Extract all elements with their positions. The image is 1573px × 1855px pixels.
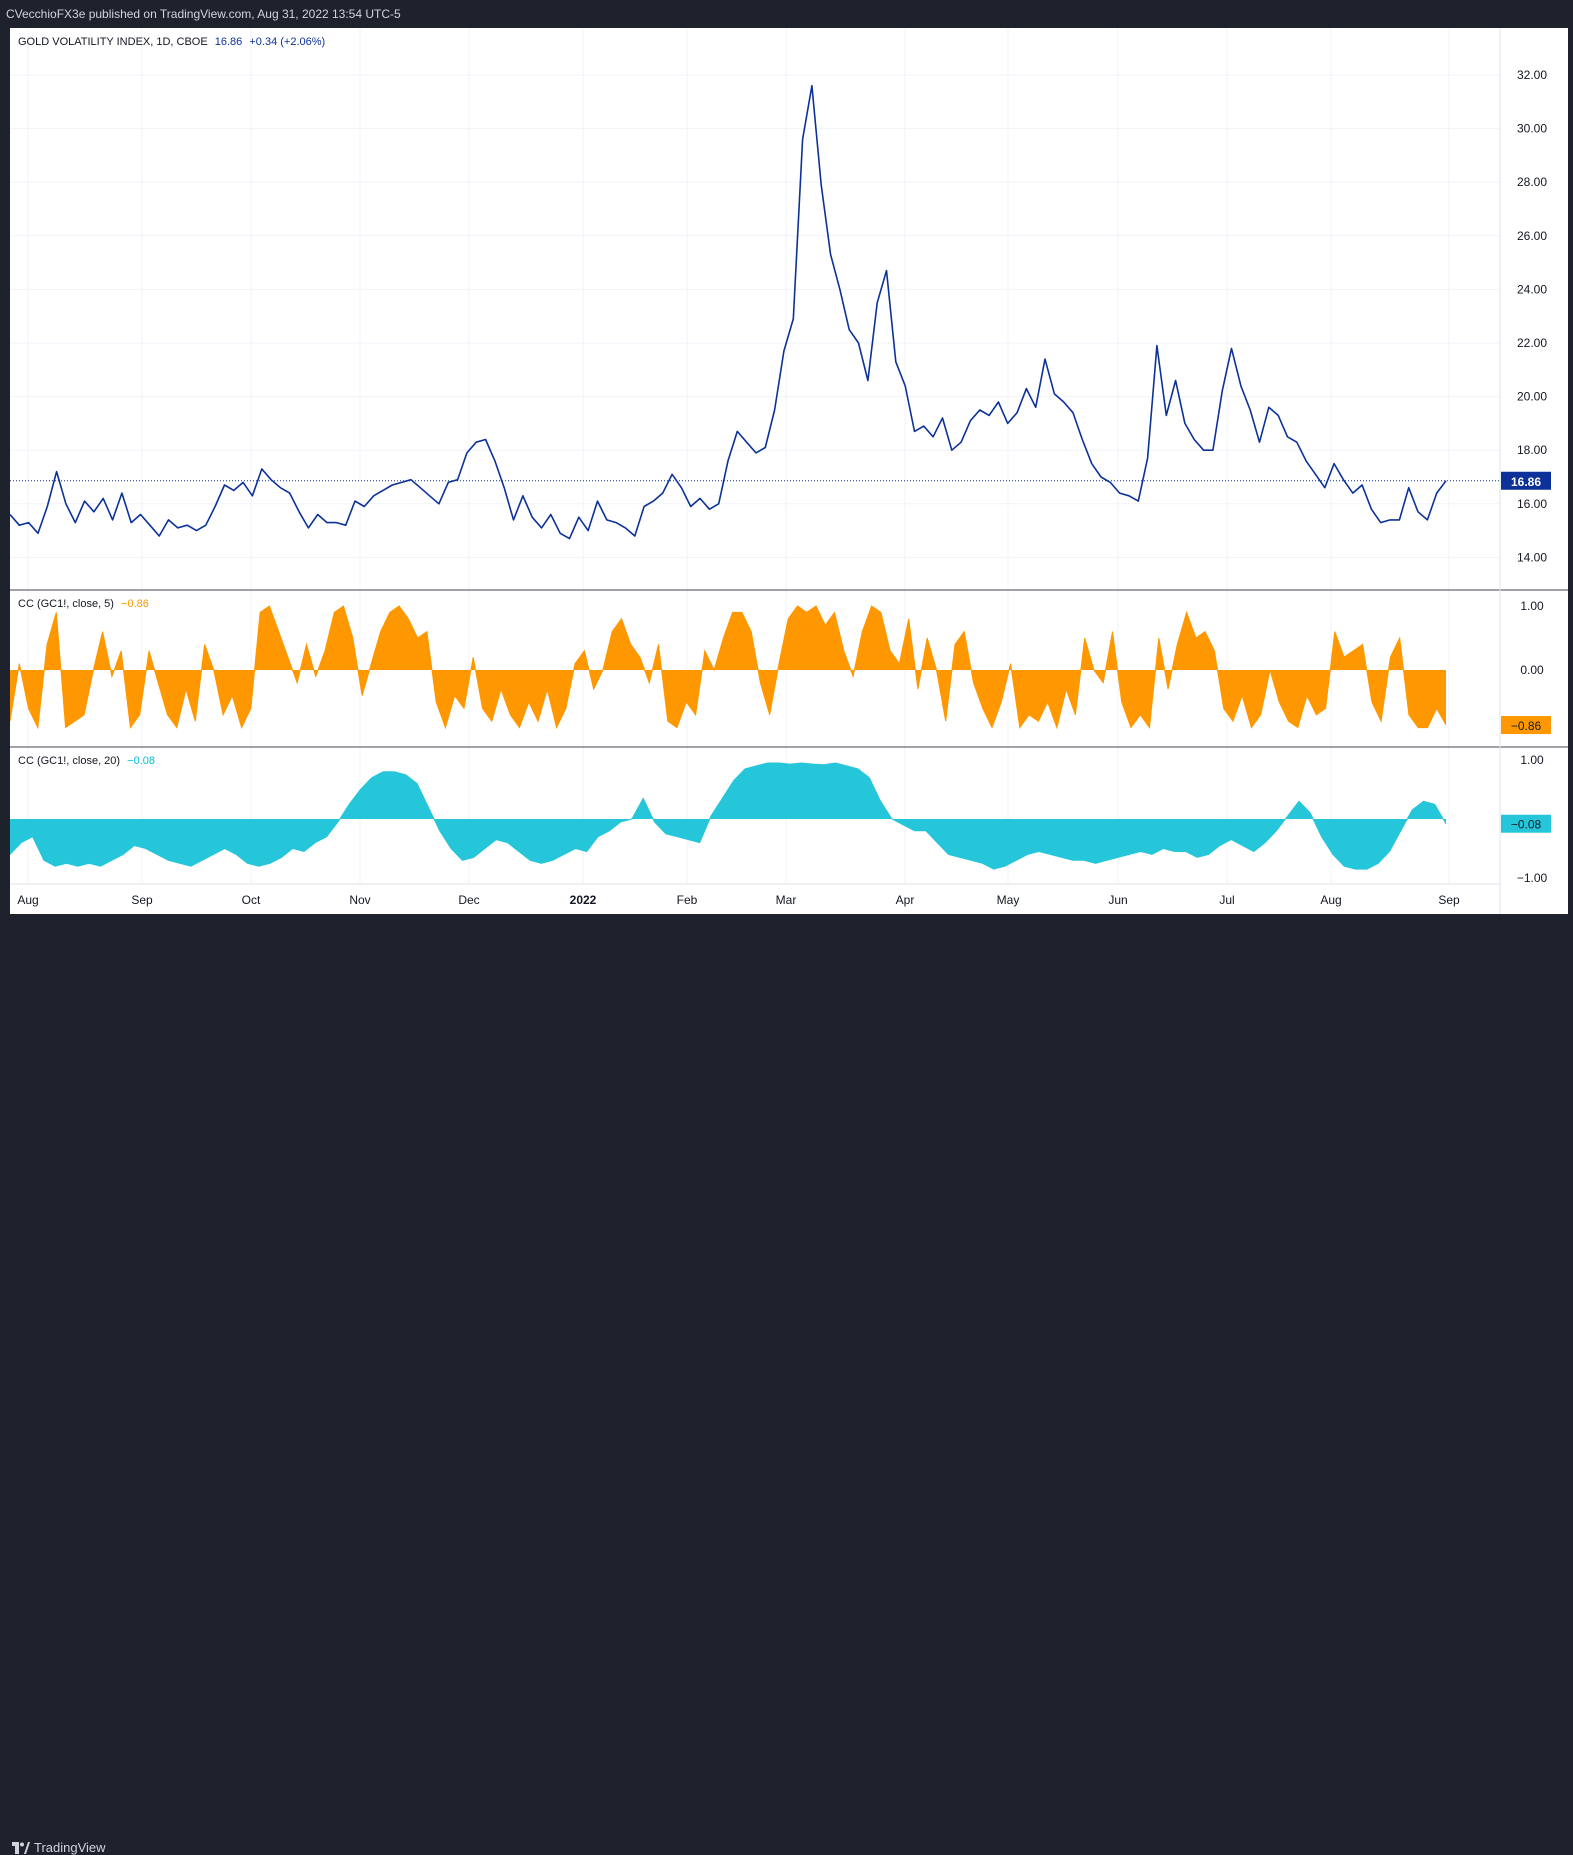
x-tick-label: Mar [776,893,797,907]
x-tick-label: Nov [349,893,370,907]
price-y-tick-label: 22.00 [1517,336,1547,350]
cc5-legend-value: −0.86 [121,598,149,610]
tradingview-logo[interactable]: TradingView [12,1840,106,1855]
cc5-y-tick-label: 1.00 [1520,599,1544,613]
price-y-tick-label: 32.00 [1517,68,1547,82]
cc5-legend-name: CC (GC1!, close, 5) [18,598,114,610]
price-y-tick-label: 26.00 [1517,229,1547,243]
main-legend-name: GOLD VOLATILITY INDEX, 1D, CBOE [18,36,208,48]
pane-dividers [10,28,1568,914]
cc20-last-label: −0.08 [1511,818,1542,832]
x-tick-label: Sep [1438,893,1460,907]
chart-svg: Aug Sep Oct Nov Dec 2022 Feb Mar Apr May Jun Jul Aug… [9,28,1568,914]
cc20-legend: CC (GC1!, close, 20) −0.08 [18,755,159,767]
price-y-tick-label: 16.00 [1517,497,1547,511]
x-tick-label: May [997,893,1020,907]
last-price-badge [1501,471,1551,490]
price-y-tick-label: 18.00 [1517,443,1547,457]
price-y-tick-label: 28.00 [1517,175,1547,189]
price-y-tick-label: 14.00 [1517,550,1547,564]
cc20-legend-value: −0.08 [127,755,155,767]
cc5-pane [9,605,1447,730]
bottom-bar: TradingView [0,914,1573,1855]
grid-lines [10,28,1500,884]
x-tick-label: Oct [242,893,261,907]
x-tick-label: Apr [896,893,915,907]
axes: Aug Sep Oct Nov Dec 2022 Feb Mar Apr May Jun Jul Aug… [17,68,1551,907]
x-tick-label: 2022 [570,893,597,907]
x-tick-label: Aug [1320,893,1341,907]
main-legend-last: 16.86 [214,36,243,48]
cc5-y-tick-label: 0.00 [1520,663,1544,677]
cc20-area [10,763,1446,870]
cc5-last-badge [1501,716,1551,735]
x-tick-label: Sep [131,893,153,907]
cc20-y-tick-label: −1.00 [1517,871,1548,885]
chart-area[interactable]: Aug Sep Oct Nov Dec 2022 Feb Mar Apr May Jun Jul Aug… [9,28,1568,914]
cc5-last-label: −0.86 [1511,719,1542,733]
x-tick-label: Jul [1219,893,1234,907]
x-tick-label: Dec [458,893,479,907]
cc20-y-tick-label: 1.00 [1520,753,1544,767]
published-caption: CVecchioFX3e published on TradingView.co… [6,7,401,21]
last-price-label: 16.86 [1511,475,1541,489]
cc5-area [10,606,1446,728]
x-tick-label: Jun [1108,893,1127,907]
price-y-tick-label: 20.00 [1517,390,1547,404]
cc5-legend: CC (GC1!, close, 5) −0.86 [18,598,153,610]
cc20-legend-name: CC (GC1!, close, 20) [18,755,121,767]
x-tick-label: Feb [677,893,698,907]
x-tick-label: Aug [17,893,38,907]
price-pane [9,84,1500,540]
main-legend: GOLD VOLATILITY INDEX, 1D, CBOE 16.86 +0… [18,36,329,48]
cc5-line [9,605,1447,730]
cc20-line [9,762,1447,870]
main-legend-change: +0.34 (+2.06%) [249,36,326,48]
price-y-tick-label: 30.00 [1517,122,1547,136]
cc20-pane [9,762,1447,870]
top-bar: CVecchioFX3e published on TradingView.co… [0,0,1573,28]
price-y-tick-label: 24.00 [1517,282,1547,296]
tradingview-logo-icon [12,1841,30,1854]
price-line [9,84,1447,540]
cc20-last-badge [1501,814,1551,833]
tradingview-brand: TradingView [34,1840,106,1855]
